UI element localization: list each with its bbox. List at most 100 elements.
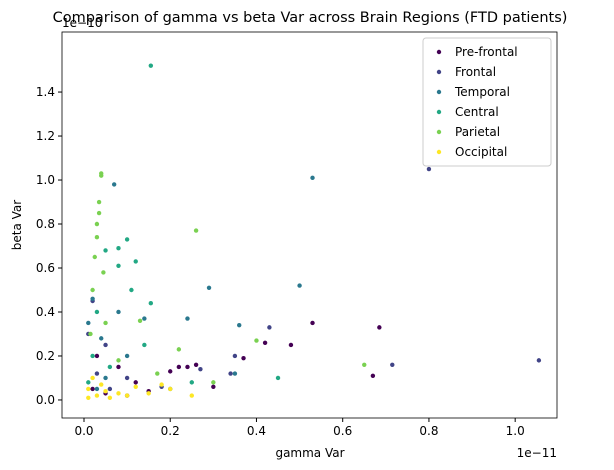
point <box>159 382 164 387</box>
point <box>155 371 160 376</box>
point <box>103 388 108 394</box>
point <box>96 199 102 205</box>
legend-label: Central <box>455 105 499 119</box>
point <box>86 320 91 326</box>
x-tick-label: 0.8 <box>419 424 438 438</box>
point <box>168 386 173 392</box>
point <box>262 340 268 345</box>
point <box>362 362 367 367</box>
legend-marker <box>436 129 442 135</box>
point <box>275 375 281 381</box>
point <box>116 364 121 370</box>
point <box>228 371 233 376</box>
point <box>86 386 91 392</box>
point <box>193 228 199 233</box>
point <box>116 246 121 251</box>
point <box>237 322 242 328</box>
point <box>146 391 151 396</box>
point <box>129 287 134 293</box>
point <box>133 259 138 264</box>
point <box>176 347 182 352</box>
y-tick-label: 0.0 <box>36 393 55 407</box>
point <box>94 221 100 227</box>
chart-title: Comparison of gamma vs beta Var across B… <box>53 10 568 26</box>
point <box>211 380 216 385</box>
point <box>86 395 91 400</box>
point <box>193 362 199 367</box>
point <box>86 380 91 385</box>
point <box>198 366 203 372</box>
point <box>267 325 272 330</box>
x-offset: 1e−11 <box>517 446 557 460</box>
point <box>103 248 108 253</box>
point <box>116 309 121 315</box>
point <box>137 318 143 323</box>
point <box>124 353 130 359</box>
point <box>103 342 108 348</box>
point <box>116 263 121 268</box>
point <box>133 380 138 385</box>
legend-marker <box>436 49 442 55</box>
point <box>206 285 212 290</box>
point <box>116 391 121 396</box>
legend-marker <box>436 109 442 115</box>
point <box>310 320 315 326</box>
point <box>94 309 100 315</box>
point <box>116 358 121 363</box>
point <box>107 395 113 400</box>
point <box>124 375 130 381</box>
point <box>232 371 238 376</box>
y-offset: 1e−10 <box>62 16 102 30</box>
point <box>107 364 113 370</box>
legend-label: Temporal <box>454 85 510 99</box>
point <box>189 380 194 385</box>
legend-marker <box>436 69 442 75</box>
point <box>90 375 95 381</box>
point <box>288 342 294 348</box>
point <box>310 175 315 181</box>
point <box>536 358 542 363</box>
point <box>92 254 97 260</box>
point <box>254 338 259 343</box>
point <box>103 375 108 381</box>
x-tick-label: 0.0 <box>74 424 93 438</box>
point <box>189 393 194 398</box>
point <box>94 235 100 240</box>
y-tick-label: 1.0 <box>36 173 55 187</box>
legend-box <box>422 37 552 167</box>
point <box>211 384 216 389</box>
point <box>390 362 395 367</box>
x-tick-label: 1.0 <box>506 424 525 438</box>
point <box>99 336 104 341</box>
point <box>90 296 95 301</box>
legend-marker <box>436 89 442 95</box>
point <box>107 386 113 392</box>
point <box>111 182 117 187</box>
point <box>176 364 182 370</box>
legend-label: Parietal <box>455 125 500 139</box>
point <box>99 382 104 387</box>
point <box>94 371 100 376</box>
point <box>142 342 147 348</box>
point <box>370 373 376 378</box>
legend-label: Pre-frontal <box>455 45 518 59</box>
point <box>90 386 95 392</box>
point <box>232 353 238 359</box>
point <box>99 173 104 178</box>
point <box>185 316 190 321</box>
y-tick-label: 0.6 <box>36 261 55 275</box>
y-tick-label: 1.2 <box>36 129 55 143</box>
point <box>103 320 108 326</box>
point <box>426 166 432 172</box>
point <box>133 384 138 389</box>
plot-frame <box>61 31 558 419</box>
point <box>142 316 147 321</box>
point <box>101 270 106 275</box>
legend-marker <box>436 149 442 155</box>
y-tick-label: 1.4 <box>36 85 55 99</box>
point <box>148 63 154 68</box>
point <box>94 386 100 392</box>
x-tick-label: 0.2 <box>161 424 180 438</box>
point <box>377 325 382 330</box>
